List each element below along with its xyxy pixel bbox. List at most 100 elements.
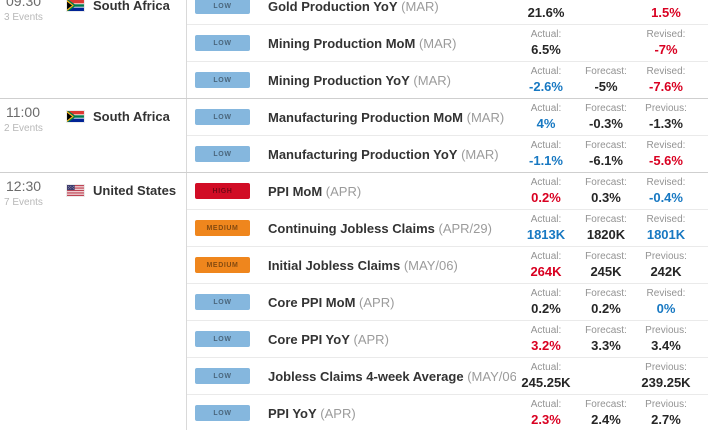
event-values: Actual: 4% Forecast: -0.3% Previous: -1.3% (516, 103, 708, 131)
event-row[interactable]: LOW Manufacturing Production YoY (MAR) A… (187, 135, 708, 172)
event-title: Manufacturing Production YoY (MAR) (268, 146, 499, 162)
actual-cell: Actual: 0.2% (530, 177, 562, 205)
event-values: Actual: 245.25K Previous: 239.25K (516, 362, 708, 390)
previous-cell: Previous: 239.25K (641, 362, 691, 390)
importance-badge: LOW (195, 0, 250, 14)
event-title: Mining Production MoM (MAR) (268, 35, 457, 51)
event-row[interactable]: LOW Manufacturing Production MoM (MAR) A… (187, 99, 708, 135)
event-row[interactable]: LOW Jobless Claims 4-week Average (MAY/0… (187, 357, 708, 394)
forecast-cell: Forecast: 0.2% (585, 288, 627, 316)
event-row[interactable]: LOW PPI YoY (APR) Actual: 2.3% Forecast: 2… (187, 394, 708, 430)
event-values: Actual: -1.1% Forecast: -6.1% Revised: -5.6… (516, 140, 708, 168)
event-title: Mining Production YoY (MAR) (268, 72, 451, 88)
forecast-cell (576, 362, 636, 390)
event-title: PPI YoY (APR) (268, 405, 356, 421)
forecast-cell: Forecast: 2.4% (585, 399, 627, 427)
event-title: Manufacturing Production MoM (MAR) (268, 109, 505, 125)
event-title: Core PPI MoM (APR) (268, 294, 395, 310)
actual-cell: Actual:21.6% (527, 0, 565, 20)
event-title: Jobless Claims 4-week Average (MAY/06) (268, 368, 516, 384)
country: South Africa (67, 0, 170, 13)
country: South Africa (67, 109, 170, 124)
actual-cell: Actual: 264K (530, 251, 562, 279)
actual-cell: Actual: 6.5% (530, 29, 562, 57)
event-values: Actual: 1813K Forecast: 1820K Revised: 1801… (516, 214, 708, 242)
event-title: Core PPI YoY (APR) (268, 331, 389, 347)
revised-cell: Revised: 1801K (646, 214, 686, 242)
actual-cell: Actual: -1.1% (529, 140, 563, 168)
section-event-count: 3 Events (4, 12, 43, 23)
actual-cell: Actual: 4% (530, 103, 562, 131)
event-row[interactable]: MEDIUM Initial Jobless Claims (MAY/06) A… (187, 246, 708, 283)
importance-badge: LOW (195, 35, 250, 51)
revised-cell: Revised: -0.4% (646, 177, 686, 205)
section-time: 12:30 (6, 178, 42, 194)
forecast-cell: Forecast: -6.1% (585, 140, 627, 168)
revised-cell: Revised: -5.6% (646, 140, 686, 168)
previous-cell: Previous: 2.7% (645, 399, 687, 427)
event-values: Actual: 2.3% Forecast: 2.4% Previous: 2.7% (516, 399, 708, 427)
revised-cell: Revised: -7% (646, 29, 686, 57)
event-values: Actual: -2.6% Forecast: -5% Revised: -7.6% (516, 66, 708, 94)
section-time: 09:30 (6, 0, 42, 9)
event-row[interactable]: LOW Gold Production YoY (MAR) Actual:21.… (187, 0, 708, 24)
event-values: Actual: 3.2% Forecast: 3.3% Previous: 3.4% (516, 325, 708, 353)
importance-badge: LOW (195, 72, 250, 88)
actual-cell: Actual: 1813K (526, 214, 566, 242)
forecast-cell: Forecast: 0.3% (585, 177, 627, 205)
actual-cell: Actual: 2.3% (530, 399, 562, 427)
actual-cell: Actual: 3.2% (530, 325, 562, 353)
event-row[interactable]: LOW Core PPI MoM (APR) Actual: 0.2% Forec… (187, 283, 708, 320)
country-name: United States (93, 183, 177, 198)
importance-badge: MEDIUM (195, 220, 250, 236)
actual-cell: Actual: -2.6% (529, 66, 563, 94)
event-row[interactable]: LOW Core PPI YoY (APR) Actual: 3.2% Forec… (187, 320, 708, 357)
country-name: South Africa (93, 0, 170, 13)
country: United States (67, 183, 176, 198)
country-name: South Africa (93, 109, 170, 124)
forecast-cell (576, 0, 636, 20)
revised-cell: Revised:1.5% (647, 0, 686, 20)
previous-cell: Previous: 3.4% (645, 325, 687, 353)
forecast-cell: Forecast: 3.3% (585, 325, 627, 353)
importance-badge: LOW (195, 146, 250, 162)
importance-badge: MEDIUM (195, 257, 250, 273)
event-title: Initial Jobless Claims (MAY/06) (268, 257, 458, 273)
importance-badge: LOW (195, 368, 250, 384)
section-event-count: 2 Events (4, 123, 43, 134)
united-states-flag-icon (67, 185, 84, 196)
importance-badge: LOW (195, 294, 250, 310)
revised-cell: Revised: -7.6% (646, 66, 686, 94)
event-values: Actual: 0.2% Forecast: 0.3% Revised: -0.4% (516, 177, 708, 205)
forecast-cell: Forecast: -5% (585, 66, 627, 94)
section-event-count: 7 Events (4, 197, 43, 208)
event-title: Continuing Jobless Claims (APR/29) (268, 220, 492, 236)
revised-cell: Revised: 0% (646, 288, 686, 316)
forecast-cell: Forecast: -0.3% (585, 103, 627, 131)
forecast-cell: Forecast: 1820K (585, 214, 627, 242)
south-africa-flag-icon (67, 0, 84, 11)
event-values: Actual: 264K Forecast: 245K Previous: 242K (516, 251, 708, 279)
calendar-section-0930: 09:30 3 Events South Africa LOW Gold Pro… (0, 0, 708, 98)
previous-cell: Previous: 242K (645, 251, 687, 279)
event-values: Actual: 0.2% Forecast: 0.2% Revised: 0% (516, 288, 708, 316)
forecast-cell: Forecast: 245K (585, 251, 627, 279)
event-values: Actual:21.6% Revised:1.5% (516, 0, 708, 20)
event-title: Gold Production YoY (MAR) (268, 0, 439, 14)
event-title: PPI MoM (APR) (268, 183, 362, 199)
event-row[interactable]: LOW Mining Production MoM (MAR) Actual: 6… (187, 24, 708, 61)
event-row[interactable]: LOW Mining Production YoY (MAR) Actual: -… (187, 61, 708, 98)
calendar-section-1230: 12:30 7 Events United States HIGH (0, 172, 708, 430)
section-time: 11:00 (6, 104, 40, 120)
event-row[interactable]: HIGH PPI MoM (APR) Actual: 0.2% Forecast:… (187, 173, 708, 209)
section-meta: 11:00 2 Events South Africa (0, 99, 187, 172)
importance-badge: LOW (195, 331, 250, 347)
section-meta: 12:30 7 Events United States (0, 173, 187, 430)
importance-badge: HIGH (195, 183, 250, 199)
importance-badge: LOW (195, 109, 250, 125)
actual-cell: Actual: 0.2% (530, 288, 562, 316)
forecast-cell (576, 29, 636, 57)
event-row[interactable]: MEDIUM Continuing Jobless Claims (APR/29… (187, 209, 708, 246)
south-africa-flag-icon (67, 111, 84, 122)
